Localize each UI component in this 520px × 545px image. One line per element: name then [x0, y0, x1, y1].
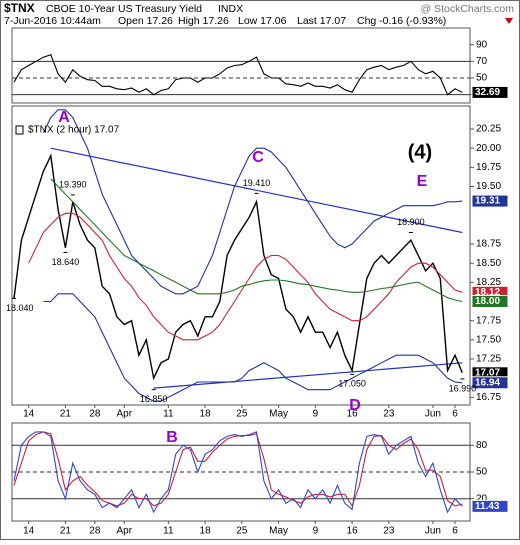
annotation: (4) [408, 141, 432, 163]
y-tick-label: 20.00 [476, 143, 501, 154]
x-tick-label: 28 [89, 409, 101, 420]
last-value-box [471, 85, 509, 99]
y-tick-label: 50 [476, 73, 488, 84]
y-tick-label: 19.50 [476, 181, 501, 192]
point-label: 16.990 [449, 383, 477, 393]
x-tick-label: 21 [60, 409, 72, 420]
trend-line [153, 362, 463, 389]
last-value-label: 32.69 [475, 87, 500, 98]
y-tick-label: 20 [476, 493, 488, 504]
series-line [42, 109, 463, 295]
series-line [50, 178, 463, 303]
series-line [43, 293, 463, 402]
x-tick-label: 25 [236, 526, 248, 537]
annotation: A [58, 109, 70, 126]
legend-icon [15, 125, 24, 135]
x-tick-label: 16 [347, 526, 359, 537]
annotation: D [349, 397, 361, 414]
x-tick-label: 25 [236, 409, 248, 420]
trend-line [50, 147, 463, 234]
last-value-box [471, 499, 509, 513]
y-tick-label: 17.75 [476, 315, 501, 326]
y-tick-label: 70 [476, 56, 488, 67]
panel [11, 27, 471, 104]
change: Chg -0.16 (-0.93%) [357, 15, 446, 27]
series-line [13, 153, 463, 381]
x-tick-label: 18 [200, 409, 212, 420]
last-value-box [471, 194, 509, 208]
series-line [28, 212, 463, 341]
x-tick-label: 6 [452, 409, 458, 420]
point-label: 18.900 [397, 217, 425, 227]
down-arrow [505, 18, 513, 24]
annotation: C [252, 149, 264, 166]
x-tick-label: 23 [383, 409, 395, 420]
point-label: 18.640 [52, 257, 80, 267]
high: High 17.26 [178, 15, 229, 27]
open: Open 17.26 [118, 15, 173, 27]
x-tick-label: Jun [425, 526, 441, 537]
last-value-label: 11.43 [475, 501, 500, 512]
y-tick-label: 17.50 [476, 334, 501, 345]
y-tick-label: 18.25 [476, 277, 501, 288]
point-label: 16.850 [140, 394, 168, 404]
exchange: INDX [218, 3, 243, 15]
y-tick-label: 19.75 [476, 162, 501, 173]
point-label: 19.390 [59, 179, 87, 189]
annotation: B [166, 429, 178, 446]
point-label: 17.050 [338, 379, 366, 389]
point-label: 18.040 [6, 303, 34, 313]
datetime: 7-Jun-2016 10:44am [4, 15, 101, 27]
last: Last 17.07 [297, 15, 346, 27]
point-label: 19.410 [243, 178, 271, 188]
legend-label: $TNX (2 hour) 17.07 [28, 125, 120, 136]
x-tick-label: 11 [163, 409, 174, 420]
x-tick-label: 23 [383, 526, 395, 537]
y-tick-label: 17.25 [476, 354, 501, 365]
y-tick-label: 18.50 [476, 258, 501, 269]
y-tick-label: 20.25 [476, 124, 501, 135]
panel [11, 422, 471, 522]
y-tick-label: 90 [476, 39, 488, 50]
y-tick-label: 50 [476, 467, 488, 478]
annotation: E [417, 173, 428, 190]
index-name: CBOE 10-Year US Treasury Yield [46, 3, 202, 15]
low: Low 17.06 [238, 15, 287, 27]
y-tick-label: 16.75 [476, 392, 501, 403]
last-value-label: 18.12 [475, 287, 500, 298]
last-value-box [471, 376, 509, 390]
symbol: $TNX [4, 1, 35, 15]
x-tick-label: 9 [313, 409, 319, 420]
y-tick-label: 18.75 [476, 239, 501, 250]
x-tick-label: 16 [347, 409, 359, 420]
last-value-label: 16.94 [475, 377, 500, 388]
x-tick-label: Apr [116, 526, 132, 537]
x-tick-label: 28 [89, 526, 101, 537]
last-value-label: 19.31 [475, 196, 500, 207]
x-tick-label: 21 [60, 526, 72, 537]
x-tick-label: May [269, 409, 288, 420]
x-tick-label: May [269, 526, 288, 537]
x-tick-label: 11 [163, 526, 174, 537]
x-tick-label: 6 [452, 526, 458, 537]
last-value-label: 17.07 [475, 367, 500, 378]
y-tick-label: 80 [476, 440, 488, 451]
last-value-box [471, 295, 509, 308]
x-tick-label: 14 [23, 526, 35, 537]
x-tick-label: Apr [116, 409, 132, 420]
source: @ StockCharts.com [420, 3, 514, 15]
last-value-label: 18.00 [475, 296, 500, 307]
x-tick-label: 14 [23, 409, 35, 420]
series-line [13, 54, 463, 96]
panel [11, 105, 471, 406]
x-tick-label: 9 [313, 526, 319, 537]
x-tick-label: 18 [200, 526, 212, 537]
series-line [13, 431, 463, 514]
x-tick-label: Jun [425, 409, 441, 420]
